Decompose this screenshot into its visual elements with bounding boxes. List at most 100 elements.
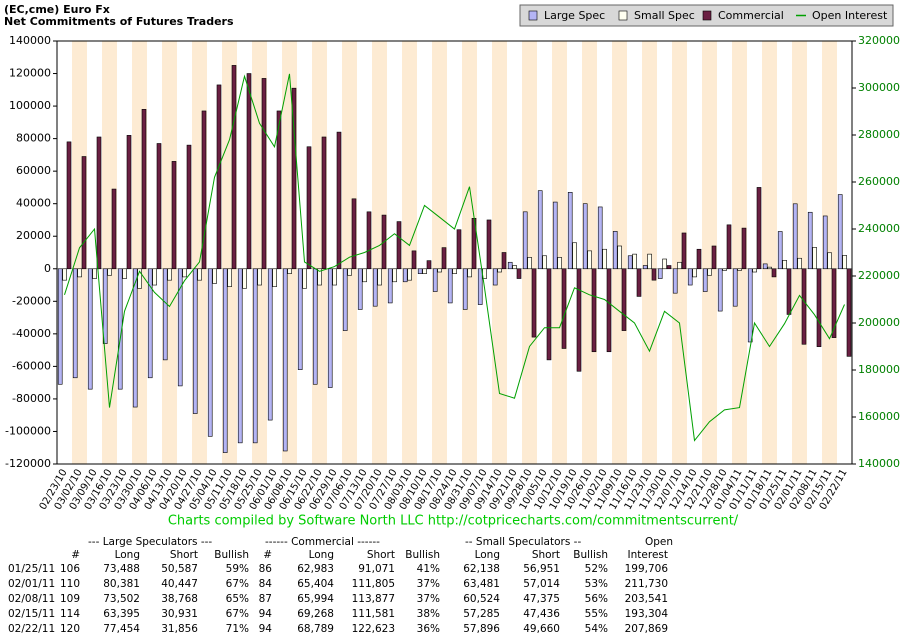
table-cell: 193,304: [625, 608, 669, 620]
y2-tick-label: 140000: [858, 457, 900, 470]
y-tick-label: 40000: [16, 197, 51, 210]
band: [342, 41, 357, 464]
bar: [741, 227, 747, 270]
table-cell: 207,869: [625, 623, 668, 635]
bar: [96, 136, 102, 270]
bar: [62, 268, 67, 281]
bar: [632, 253, 637, 270]
bar: [107, 268, 112, 276]
bar: [77, 268, 82, 278]
bar: [657, 268, 663, 279]
table-cell: 56%: [585, 593, 608, 605]
table-header: Bullish: [573, 549, 608, 561]
band: [492, 41, 507, 464]
table-cell: 01/25/11: [8, 563, 55, 575]
bar: [312, 268, 318, 385]
bar: [477, 268, 483, 305]
legend-label: Commercial: [718, 9, 784, 22]
legend-label: Small Spec: [634, 9, 695, 22]
bar: [702, 268, 708, 292]
bar: [672, 268, 678, 294]
table-cell: 38,768: [161, 593, 198, 605]
bar: [207, 268, 213, 437]
table-cell: 110: [60, 578, 80, 590]
bar: [557, 257, 562, 270]
table-cell: 120: [60, 623, 80, 635]
bar: [827, 252, 832, 270]
bar: [357, 268, 363, 310]
bar: [636, 268, 642, 297]
bar: [767, 266, 772, 270]
table-cell: 65,994: [297, 593, 334, 605]
bar: [212, 268, 217, 284]
bar: [507, 261, 513, 270]
bar: [437, 268, 442, 273]
bar: [396, 221, 402, 270]
bar: [792, 203, 798, 270]
y2-tick-label: 200000: [858, 316, 900, 329]
bar: [666, 265, 672, 270]
bar: [486, 219, 492, 270]
bar: [621, 268, 627, 331]
table-cell: 53%: [585, 578, 608, 590]
table-header: Long: [115, 549, 140, 561]
bar: [347, 268, 352, 276]
band: [402, 41, 417, 464]
line: [64, 73, 845, 442]
table-group-header: Open: [645, 536, 673, 548]
bar: [527, 257, 532, 270]
bar: [726, 224, 732, 270]
bar: [306, 146, 312, 270]
table-header: Bullish: [405, 549, 440, 561]
table-cell: 63,481: [463, 578, 500, 590]
legend-label: Open Interest: [812, 9, 888, 22]
table-cell: 86: [259, 563, 273, 575]
table-cell: 68,789: [297, 623, 334, 635]
bar: [231, 65, 237, 270]
table-group-header: -- Small Speculators --: [465, 536, 581, 548]
bar: [447, 268, 453, 304]
bar: [372, 268, 378, 307]
y-tick-label: 0: [44, 262, 51, 275]
bar: [156, 143, 162, 270]
table-cell: 113,877: [352, 593, 395, 605]
bar: [87, 268, 93, 390]
bar: [272, 268, 277, 287]
table-header: Long: [309, 549, 334, 561]
y-tick-label: 60000: [16, 164, 51, 177]
table-cell: 31,856: [161, 623, 198, 635]
y-tick-label: -20000: [12, 294, 51, 307]
bar: [141, 109, 147, 270]
bar: [606, 268, 612, 353]
table-header: #: [263, 549, 272, 561]
bar: [777, 231, 783, 270]
credit: Charts compiled by Software North LLC ht…: [168, 514, 739, 529]
bar: [297, 268, 303, 370]
table-cell: 57,896: [463, 623, 500, 635]
bar: [771, 268, 777, 278]
bar: [267, 268, 273, 421]
table-cell: 47,436: [523, 608, 560, 620]
bar: [786, 268, 792, 315]
band: [432, 41, 447, 464]
bar: [377, 268, 382, 286]
bar: [152, 268, 157, 286]
bar: [192, 268, 198, 414]
bar: [687, 268, 693, 286]
y-tick-label: -120000: [5, 457, 51, 470]
y-tick-label: 80000: [16, 132, 51, 145]
bar: [816, 268, 822, 347]
bar: [327, 268, 333, 388]
bar: [302, 268, 307, 289]
y-tick-label: 120000: [9, 67, 51, 80]
bar: [797, 257, 802, 270]
bar: [92, 268, 97, 279]
table-header: #: [71, 549, 80, 561]
table-header: Short: [170, 549, 198, 561]
y2-tick-label: 300000: [858, 81, 900, 94]
plot-frame: [56, 40, 853, 465]
bar: [831, 268, 837, 338]
bar: [257, 268, 262, 286]
bar: [762, 263, 768, 270]
bar: [366, 211, 372, 270]
